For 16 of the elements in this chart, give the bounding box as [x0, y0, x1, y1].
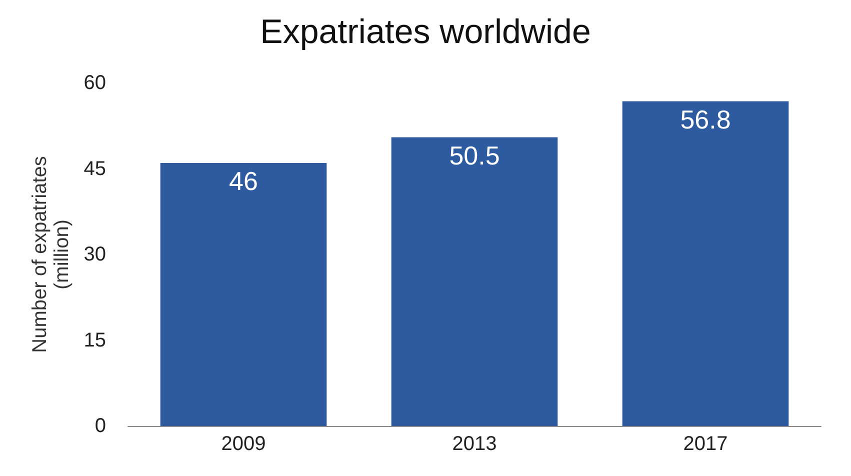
x-tick-label: 2009 — [221, 433, 266, 455]
x-tick-label: 2013 — [452, 433, 497, 455]
data-label: 56.8 — [680, 104, 731, 134]
y-tick-label: 30 — [84, 244, 106, 266]
x-tick-label: 2017 — [683, 433, 728, 455]
y-tick-label: 0 — [94, 415, 106, 437]
y-tick-label: 45 — [84, 158, 106, 180]
y-tick-label: 60 — [84, 72, 106, 94]
y-tick-label: 15 — [84, 329, 106, 352]
bar — [391, 137, 558, 426]
chart-title: Expatriates worldwide — [260, 13, 591, 51]
y-axis-title: Number of expatriates (million) — [28, 156, 73, 353]
data-label: 46 — [229, 166, 258, 196]
bar — [160, 163, 327, 426]
data-label: 50.5 — [449, 140, 500, 170]
bar — [622, 101, 789, 426]
